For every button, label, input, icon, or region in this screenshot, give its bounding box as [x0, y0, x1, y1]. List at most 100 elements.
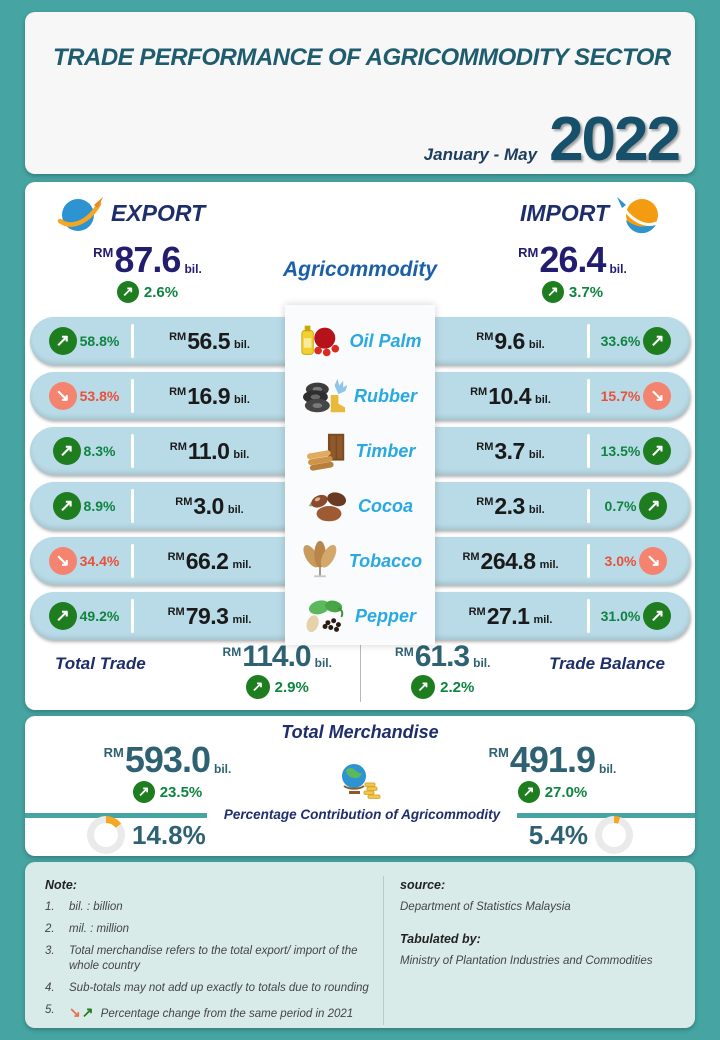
divider	[383, 876, 384, 1025]
export-total: RM 87.6 bil. 2.6%	[25, 242, 270, 303]
note-text: Sub-totals may not add up exactly to tot…	[69, 981, 369, 994]
change-percent: 13.5%	[600, 443, 641, 459]
currency-label: RM	[476, 495, 494, 508]
unit-label: bil.	[528, 503, 545, 516]
trend-arrow-icon	[646, 497, 660, 516]
export-value: RM 16.9 bil.	[134, 382, 285, 409]
unit-label: bil.	[534, 393, 551, 406]
change-percent: 15.7%	[600, 388, 641, 404]
unit-label: bil.	[213, 762, 232, 776]
row-pill: 8.3% RM 11.0 bil.	[30, 427, 690, 475]
timber-icon	[306, 433, 344, 471]
tabulated-text: Ministry of Plantation Industries and Co…	[400, 954, 653, 967]
row-pill: 34.4% RM 66.2 mil. Tobacco	[30, 537, 690, 585]
unit-label: bil.	[528, 338, 545, 351]
import-contribution-percent: 5.4%	[528, 819, 588, 850]
trend-arrow-icon	[417, 678, 429, 696]
amount-value: 11.0	[187, 437, 230, 464]
divider-bar-left	[25, 813, 207, 818]
import-value: RM 2.3 bil.	[435, 492, 586, 519]
trend-arrow-icon	[650, 387, 664, 406]
source-text: Department of Statistics Malaysia	[400, 901, 571, 913]
merchandise-card: Total Merchandise RM 593.0 bil. 23.5%	[25, 716, 695, 856]
unit-label: bil.	[233, 338, 250, 351]
agricommodity-label: Agricommodity	[282, 258, 437, 281]
note-text: Total merchandise refers to the total ex…	[69, 944, 358, 972]
divider	[130, 544, 134, 578]
merchandise-icon-wrap	[280, 742, 440, 803]
divider	[586, 599, 590, 633]
import-value: RM 3.7 bil.	[435, 439, 586, 463]
trade-balance-value: RM 61.3 bil.	[361, 642, 526, 672]
trend-arrow-icon	[56, 332, 70, 351]
period-label: January - May	[423, 144, 538, 164]
divider	[130, 434, 134, 468]
trend-arrow-badge	[639, 492, 668, 520]
pepper-icon	[306, 600, 344, 633]
amount-value: 56.5	[187, 327, 230, 354]
commodity-name: Pepper	[354, 605, 417, 626]
title-card: TRADE PERFORMANCE OF AGRICOMMODITY SECTO…	[25, 12, 695, 174]
amount-value: 87.6	[114, 239, 181, 280]
import-contribution: 5.4%	[529, 816, 633, 854]
unit-label: bil.	[473, 656, 491, 670]
trend-arrow-icon	[547, 283, 559, 301]
amount-value: 114.0	[242, 640, 311, 673]
center-column-strip	[285, 305, 435, 645]
change-percent: 23.5%	[159, 783, 203, 801]
divider	[359, 644, 361, 702]
change-percent: 8.3%	[83, 443, 116, 459]
change-percent: 49.2%	[79, 608, 120, 624]
divider	[130, 599, 134, 633]
trend-arrow-badge	[517, 781, 540, 803]
row-pill: 53.8% RM 16.9 bil. Rubber	[30, 372, 690, 420]
export-change: 58.8%	[38, 327, 130, 355]
amount-value: 16.9	[187, 382, 230, 409]
row-pill: 49.2% RM 79.3 mil.	[30, 592, 690, 640]
merchandise-export-value: RM 593.0 bil.	[55, 742, 280, 778]
export-value: RM 3.0 bil.	[134, 492, 285, 519]
tabulated-heading: Tabulated by:	[400, 931, 481, 946]
currency-label: RM	[476, 440, 494, 453]
currency-label: RM	[169, 440, 187, 453]
merchandise-export: RM 593.0 bil. 23.5%	[55, 742, 280, 803]
row-pill: 58.8% RM 56.5 bil.	[30, 317, 690, 365]
export-donut-chart	[87, 816, 125, 854]
amount-value: 3.0	[193, 492, 224, 519]
source-heading: source:	[400, 878, 446, 892]
import-value: RM 10.4 bil.	[435, 384, 586, 408]
trend-arrow-icon	[252, 678, 264, 696]
import-change: 3.0%	[590, 547, 682, 575]
commodity-name: Rubber	[354, 385, 417, 406]
total-trade: RM 114.0 bil. 2.9%	[195, 642, 360, 699]
export-globe-icon	[57, 197, 103, 231]
note-item: 1. bil. : billion	[45, 900, 373, 915]
commodity-cell: Tobacco	[285, 537, 435, 585]
currency-label: RM	[488, 745, 509, 760]
note-item: 5. ↘ ↗ Percentage change from the same pe…	[45, 1003, 373, 1022]
trend-arrow-badge	[52, 437, 81, 465]
note-grid: Note: 1. bil. : billion 2. mil. : millio…	[25, 862, 695, 1028]
merchandise-import-value: RM 491.9 bil.	[440, 742, 665, 778]
amount-value: 2.3	[494, 492, 525, 519]
import-value: RM 9.6 bil.	[435, 329, 586, 353]
page-title: TRADE PERFORMANCE OF AGRICOMMODITY SECTO…	[53, 44, 671, 71]
total-trade-change: 2.9%	[195, 675, 360, 699]
commodity-rows: 58.8% RM 56.5 bil.	[25, 305, 695, 645]
merchandise-import: RM 491.9 bil. 27.0%	[440, 742, 665, 803]
commodity-row-pepper: 49.2% RM 79.3 mil.	[30, 592, 690, 640]
import-change: 31.0%	[590, 602, 682, 630]
trend-arrow-icon	[646, 552, 660, 571]
import-label: IMPORT	[519, 199, 609, 226]
trend-arrow-badge	[48, 327, 77, 355]
commodity-row-timber: 8.3% RM 11.0 bil.	[30, 427, 690, 475]
import-change: 15.7%	[590, 382, 682, 410]
note-number: 4.	[45, 981, 55, 994]
oil-palm-icon	[301, 325, 340, 357]
trend-arrow-badge	[643, 327, 672, 355]
export-total-value: RM 87.6 bil.	[25, 242, 270, 278]
change-percent: 27.0%	[544, 783, 588, 801]
export-change: 49.2%	[38, 602, 130, 630]
divider	[586, 544, 590, 578]
trend-arrow-badge	[48, 547, 77, 575]
